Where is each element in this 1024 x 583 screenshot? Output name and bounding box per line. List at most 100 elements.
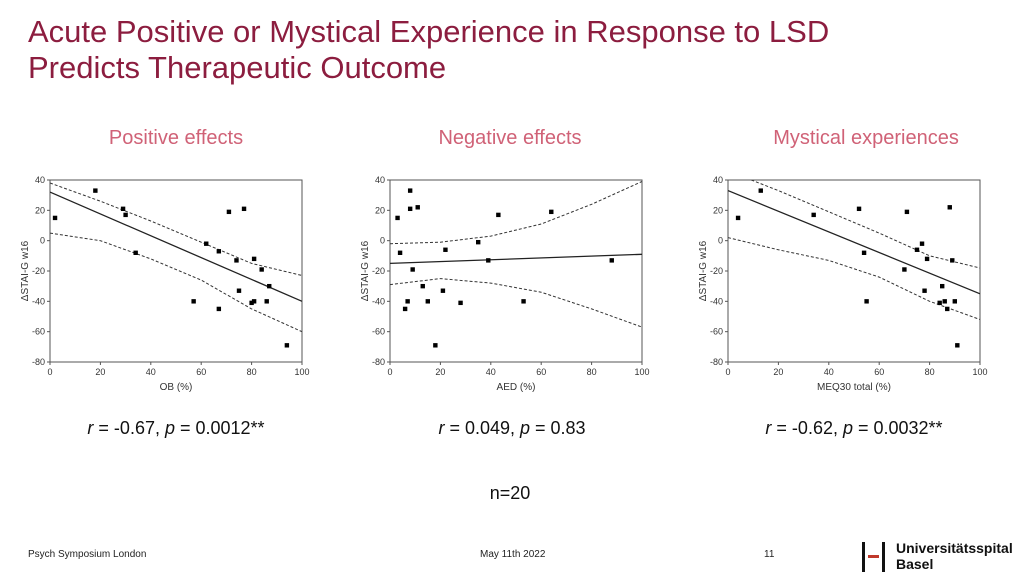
data-point xyxy=(216,249,222,254)
data-point xyxy=(226,209,232,215)
data-point xyxy=(521,299,526,304)
data-point xyxy=(919,241,925,246)
panel-title-positive-effects: Positive effects xyxy=(108,127,244,149)
data-point xyxy=(811,212,816,218)
data-point xyxy=(264,299,269,304)
plot-area xyxy=(390,181,642,348)
x-tick-label: 100 xyxy=(972,367,987,377)
data-point xyxy=(251,256,257,262)
data-point xyxy=(902,267,907,272)
data-point xyxy=(407,206,413,212)
data-point xyxy=(924,256,930,262)
data-point xyxy=(410,267,415,272)
y-tick-label: -80 xyxy=(372,357,385,367)
y-tick-label: 40 xyxy=(713,175,723,185)
ci-lower-line xyxy=(50,232,302,333)
data-point xyxy=(133,250,138,255)
x-tick-label: 100 xyxy=(294,367,309,377)
data-point xyxy=(259,267,264,272)
data-point xyxy=(609,258,614,263)
x-tick-label: 0 xyxy=(47,367,52,377)
x-axis-label: AED (%) xyxy=(497,382,536,393)
data-point xyxy=(476,239,481,245)
data-point xyxy=(93,188,98,193)
scatter-chart-mystical-experiences: 0 20 40 60 80 100 40 20 0 -20 -40 -60 -80 MEQ30 total… xyxy=(698,175,988,393)
data-point xyxy=(216,306,222,312)
panel-title-negative-effects: Negative effects xyxy=(438,127,582,149)
slide-title-line2: Predicts Therapeutic Outcome xyxy=(28,50,447,85)
data-point xyxy=(123,212,128,218)
stat-positive-effects: r = -0.67, p = 0.0012** xyxy=(87,418,265,438)
x-tick-label: 80 xyxy=(925,367,935,377)
data-point xyxy=(402,306,408,312)
x-tick-label: 60 xyxy=(874,367,884,377)
regression-line xyxy=(50,191,302,302)
y-tick-label: 0 xyxy=(380,236,385,246)
data-point xyxy=(758,188,763,193)
data-point xyxy=(433,343,438,348)
data-point xyxy=(937,300,942,306)
data-point xyxy=(241,206,247,212)
y-tick-label: -80 xyxy=(32,357,45,367)
y-tick-label: -60 xyxy=(372,327,385,337)
y-tick-label: -60 xyxy=(32,327,45,337)
y-tick-label: -20 xyxy=(32,266,45,276)
data-point xyxy=(191,299,196,304)
data-point xyxy=(284,343,290,348)
scatter-chart-positive-effects: 0 20 40 60 80 100 40 20 0 -20 -40 -60 -80 OB (%) ΔSTAI… xyxy=(20,175,310,393)
y-tick-label: 20 xyxy=(713,205,723,215)
x-tick-label: 0 xyxy=(387,367,392,377)
y-tick-label: -20 xyxy=(372,266,385,276)
y-tick-label: 40 xyxy=(35,175,45,185)
data-point xyxy=(395,215,400,221)
data-point xyxy=(486,258,491,263)
y-tick-label: 20 xyxy=(375,205,385,215)
data-point xyxy=(267,283,272,289)
footer-event: Psych Symposium London xyxy=(28,549,147,560)
data-point xyxy=(236,288,242,293)
data-point xyxy=(458,300,463,306)
y-axis-label: ΔSTAI-G w16 xyxy=(698,240,709,301)
data-point xyxy=(914,247,920,252)
data-point xyxy=(204,241,209,246)
data-point xyxy=(234,258,239,263)
stat-mystical-experiences: r = -0.62, p = 0.0032** xyxy=(765,418,943,438)
y-tick-label: 40 xyxy=(375,175,385,185)
data-point xyxy=(496,212,501,218)
data-point xyxy=(405,299,410,304)
data-point xyxy=(940,283,945,289)
data-point xyxy=(904,209,910,215)
y-tick-label: 0 xyxy=(718,236,723,246)
y-tick-label: -40 xyxy=(710,296,723,306)
ci-lower-line xyxy=(390,278,642,328)
panel-title-mystical-experiences: Mystical experiences xyxy=(773,127,959,149)
data-point xyxy=(251,299,257,304)
x-tick-label: 40 xyxy=(486,367,496,377)
plot-area xyxy=(50,182,302,348)
data-point xyxy=(549,209,554,215)
data-point xyxy=(945,306,950,312)
plot-area xyxy=(728,180,980,348)
data-point xyxy=(856,206,862,212)
data-point xyxy=(443,247,448,252)
x-tick-label: 40 xyxy=(146,367,156,377)
data-point xyxy=(922,288,927,293)
x-tick-label: 80 xyxy=(247,367,257,377)
y-axis-label: ΔSTAI-G w16 xyxy=(20,240,31,301)
plot-frame xyxy=(49,179,303,363)
slide-title-line1: Acute Positive or Mystical Experience in… xyxy=(28,14,830,49)
data-point xyxy=(947,205,952,210)
regression-line xyxy=(728,189,980,295)
data-point xyxy=(950,258,955,263)
data-point xyxy=(864,299,869,304)
data-point xyxy=(420,283,425,289)
y-tick-label: 20 xyxy=(35,205,45,215)
x-tick-label: 20 xyxy=(435,367,445,377)
x-axis-label: MEQ30 total (%) xyxy=(817,382,891,393)
x-tick-label: 80 xyxy=(587,367,597,377)
ci-upper-line xyxy=(390,181,642,245)
x-tick-label: 60 xyxy=(196,367,206,377)
plot-frame xyxy=(727,179,981,363)
data-point xyxy=(425,299,430,304)
y-tick-label: -20 xyxy=(710,266,723,276)
